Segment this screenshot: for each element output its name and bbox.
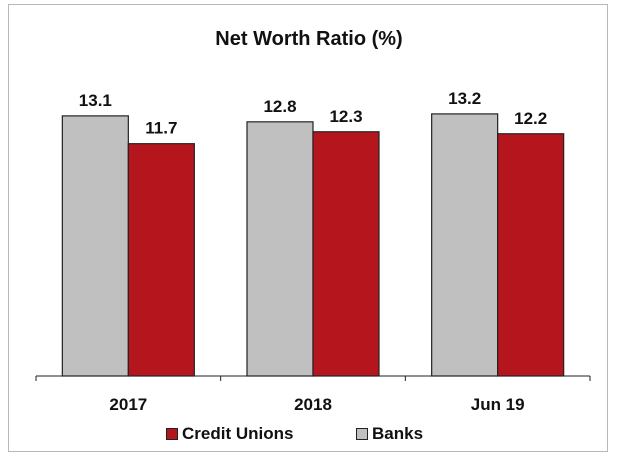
x-tick-label: 2018 — [294, 395, 332, 414]
bar-banks — [246, 121, 314, 377]
legend-label-banks: Banks — [372, 424, 424, 443]
legend-swatch-banks — [356, 428, 368, 440]
x-tick-label: Jun 19 — [471, 395, 525, 414]
legend-item-credit-unions: Credit Unions — [166, 424, 293, 444]
x-tick-label: 2017 — [109, 395, 147, 414]
data-label-credit-unions: 12.2 — [514, 109, 547, 128]
legend-swatch-credit-unions — [166, 428, 178, 440]
legend-label-credit-unions: Credit Unions — [182, 424, 294, 443]
legend-item-banks: Banks — [356, 424, 423, 444]
bar-credit-unions — [312, 131, 380, 377]
bar-banks — [61, 115, 129, 377]
bar-credit-unions — [127, 143, 195, 377]
data-label-banks: 13.1 — [79, 91, 112, 110]
bar-banks — [431, 113, 499, 377]
data-label-banks: 13.2 — [448, 89, 481, 108]
data-label-credit-unions: 12.3 — [329, 107, 362, 126]
bar-credit-unions — [497, 133, 565, 377]
data-label-credit-unions: 11.7 — [145, 119, 177, 138]
legend: Credit Unions Banks — [0, 424, 618, 448]
data-label-banks: 12.8 — [263, 97, 296, 116]
chart-title: Net Worth Ratio (%) — [215, 28, 403, 50]
